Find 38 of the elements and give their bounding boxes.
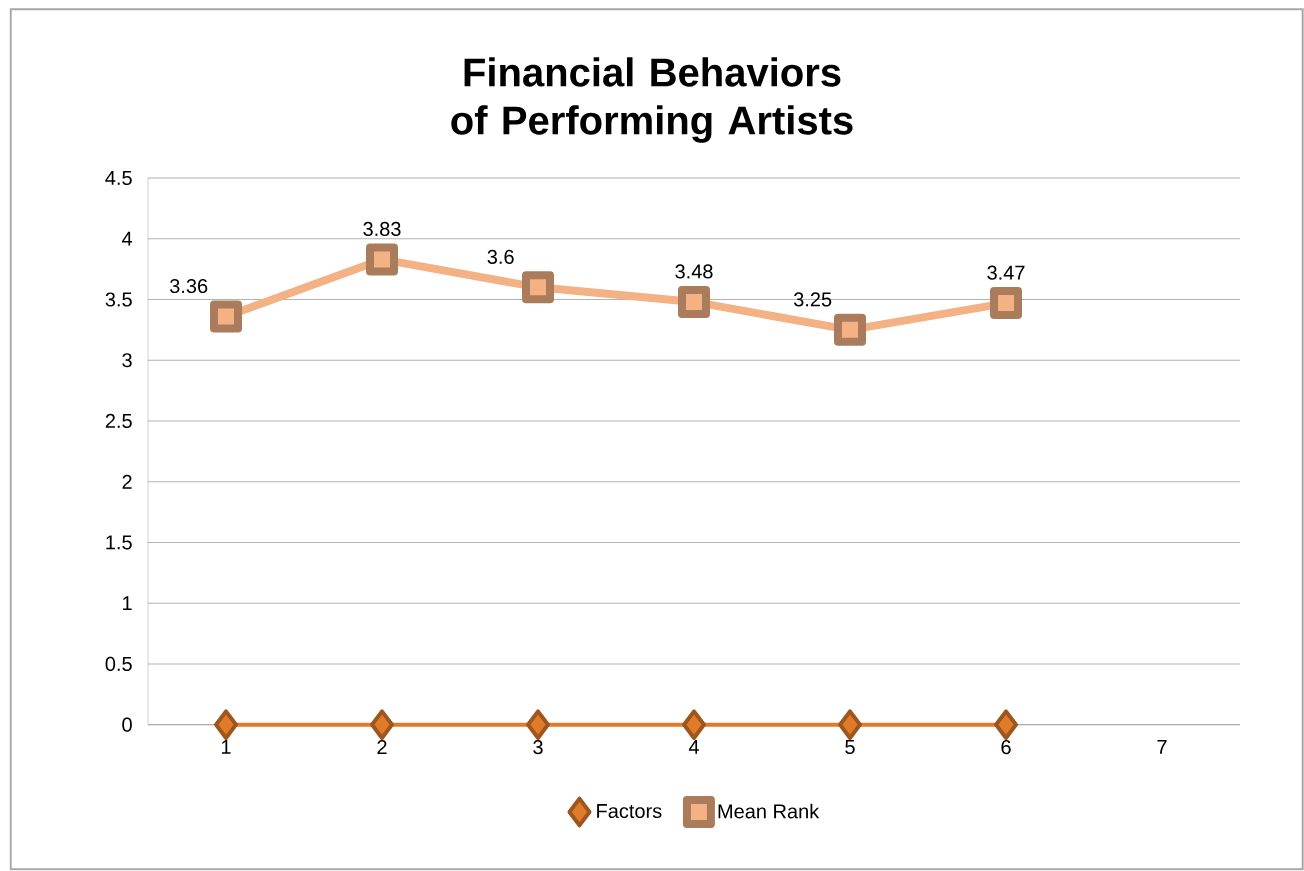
y-tick-label: 2	[122, 474, 132, 489]
y-tick-label: 2.5	[105, 414, 132, 429]
chart-title: Financial Behaviors of Performing Artists	[451, 57, 853, 143]
y-tick-label: 0	[122, 717, 132, 732]
y-tick-label: 3.5	[105, 292, 132, 307]
x-tick-label: 2	[377, 740, 387, 755]
legend-label: Mean Rank	[718, 803, 820, 819]
point	[214, 709, 238, 741]
data-label: 3.47	[987, 265, 1025, 280]
x-tick-label: 7	[1157, 740, 1167, 754]
point	[366, 243, 398, 276]
x-tick-label: 1	[221, 740, 231, 754]
data-label: 3.83	[363, 222, 401, 237]
point	[834, 314, 867, 347]
x-tick-label: 4	[688, 740, 699, 754]
point	[370, 709, 395, 741]
y-tick-label: 1	[123, 596, 132, 611]
point	[682, 709, 707, 741]
legend-label: Factors	[597, 804, 662, 819]
point	[994, 709, 1019, 741]
y-tick-label: 1.5	[106, 535, 132, 550]
y-tick-label: 3	[122, 353, 132, 368]
point	[678, 286, 710, 319]
x-tick-label: 3	[533, 740, 543, 755]
data-label: 3.36	[169, 279, 208, 294]
data-label: 3.6	[487, 249, 514, 265]
point	[990, 287, 1022, 320]
point	[522, 271, 555, 304]
data-label: 3.48	[675, 264, 713, 279]
x-tick-label: 5	[845, 740, 855, 755]
x-tick-label: 6	[1001, 740, 1011, 755]
point	[838, 709, 862, 741]
y-tick-label: 4	[121, 232, 133, 246]
y-tick-label: 4.5	[105, 171, 132, 186]
point	[210, 300, 243, 333]
y-tick-label: 0.5	[105, 657, 132, 672]
data-label: 3.25	[793, 292, 832, 307]
point	[526, 709, 550, 741]
